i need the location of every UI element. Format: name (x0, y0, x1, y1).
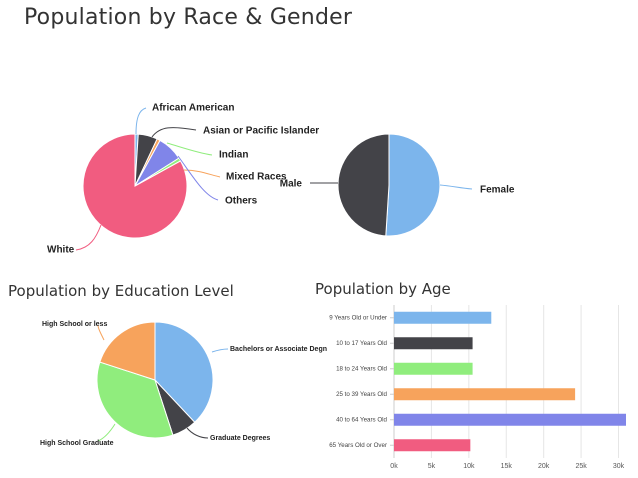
connector-graduate-degrees (186, 427, 209, 439)
label-mixed-races: Mixed Races (226, 172, 287, 183)
y-category-label: 18 to 24 Years Old (336, 365, 387, 372)
y-category-label: 10 to 17 Years Old (336, 340, 387, 347)
label-female: Female (480, 185, 515, 196)
bar-40-to-64-years-old[interactable] (394, 413, 626, 426)
education-title: Population by Education Level (8, 282, 234, 300)
bar-65-years-old-or-over[interactable] (394, 439, 471, 452)
connector-high-school-or-less (97, 324, 105, 341)
bar-9-years-old-or-under[interactable] (394, 311, 492, 324)
connector-african-american (135, 107, 147, 135)
pie-chart-0: African American Asian or Pacific Islande… (47, 103, 319, 256)
bar-10-to-17-years-old[interactable] (394, 337, 473, 350)
y-category-label: 40 to 64 Years Old (336, 416, 387, 423)
x-tick-label: 10k (463, 463, 475, 470)
x-tick-label: 20k (538, 463, 550, 470)
label-african-american: African American (152, 103, 234, 114)
x-tick-label: 0k (390, 463, 398, 470)
y-category-label: 65 Years Old or Over (329, 442, 387, 449)
label-graduate-degrees: Graduate Degrees (210, 435, 270, 442)
label-others: Others (225, 196, 258, 207)
pie-slice-white[interactable] (82, 133, 188, 239)
x-tick-label: 5k (428, 463, 436, 470)
bar-25-to-39-years-old[interactable] (394, 388, 576, 401)
y-category-label: 25 to 39 Years Old (336, 391, 387, 398)
y-category-label: 9 Years Old or Under (329, 314, 387, 321)
label-high-school-graduate: High School Graduate (40, 440, 114, 447)
pie-slice-bachelors-or-associate-degree[interactable] (154, 321, 214, 423)
label-male: Male (280, 179, 303, 190)
label-white: White (47, 245, 75, 256)
pie-slice-female[interactable] (385, 133, 441, 237)
label-high-school-or-less: High School or less (42, 321, 107, 328)
pie-slice-high-school-or-less[interactable] (99, 321, 156, 381)
connector-indian (166, 142, 213, 156)
connector-high-school-graduate (97, 423, 116, 442)
label-indian: Indian (219, 150, 248, 161)
label-bachelors-or-associate-degree: Bachelors or Associate Degn (230, 346, 327, 353)
race-gender-title: Population by Race & Gender (24, 5, 353, 30)
connector-others (177, 155, 219, 201)
connector-asian-or-pacific-islander (151, 127, 197, 138)
age-title: Population by Age (315, 280, 451, 298)
age-bar-chart: 0k 5k 10k 15k 20k 25k 30k 9 Years Old or Under 1… (329, 305, 626, 470)
connector-female (439, 184, 473, 190)
bar-18-to-24-years-old[interactable] (394, 362, 473, 375)
x-tick-label: 30k (613, 463, 625, 470)
connector-mixed-races (183, 169, 221, 178)
pie-chart-1: Female Male (280, 133, 515, 237)
label-asian-or-pacific-islander: Asian or Pacific Islander (203, 126, 319, 137)
pie-chart-2: Bachelors or Associate Degn Graduate Degr… (40, 321, 327, 447)
connector-bachelors-or-associate-degree (211, 348, 229, 353)
pie-slice-male[interactable] (337, 133, 390, 237)
pie-slice-high-school-graduate[interactable] (96, 361, 174, 439)
x-tick-label: 25k (575, 463, 587, 470)
x-tick-label: 15k (501, 463, 513, 470)
connector-white (75, 224, 102, 251)
